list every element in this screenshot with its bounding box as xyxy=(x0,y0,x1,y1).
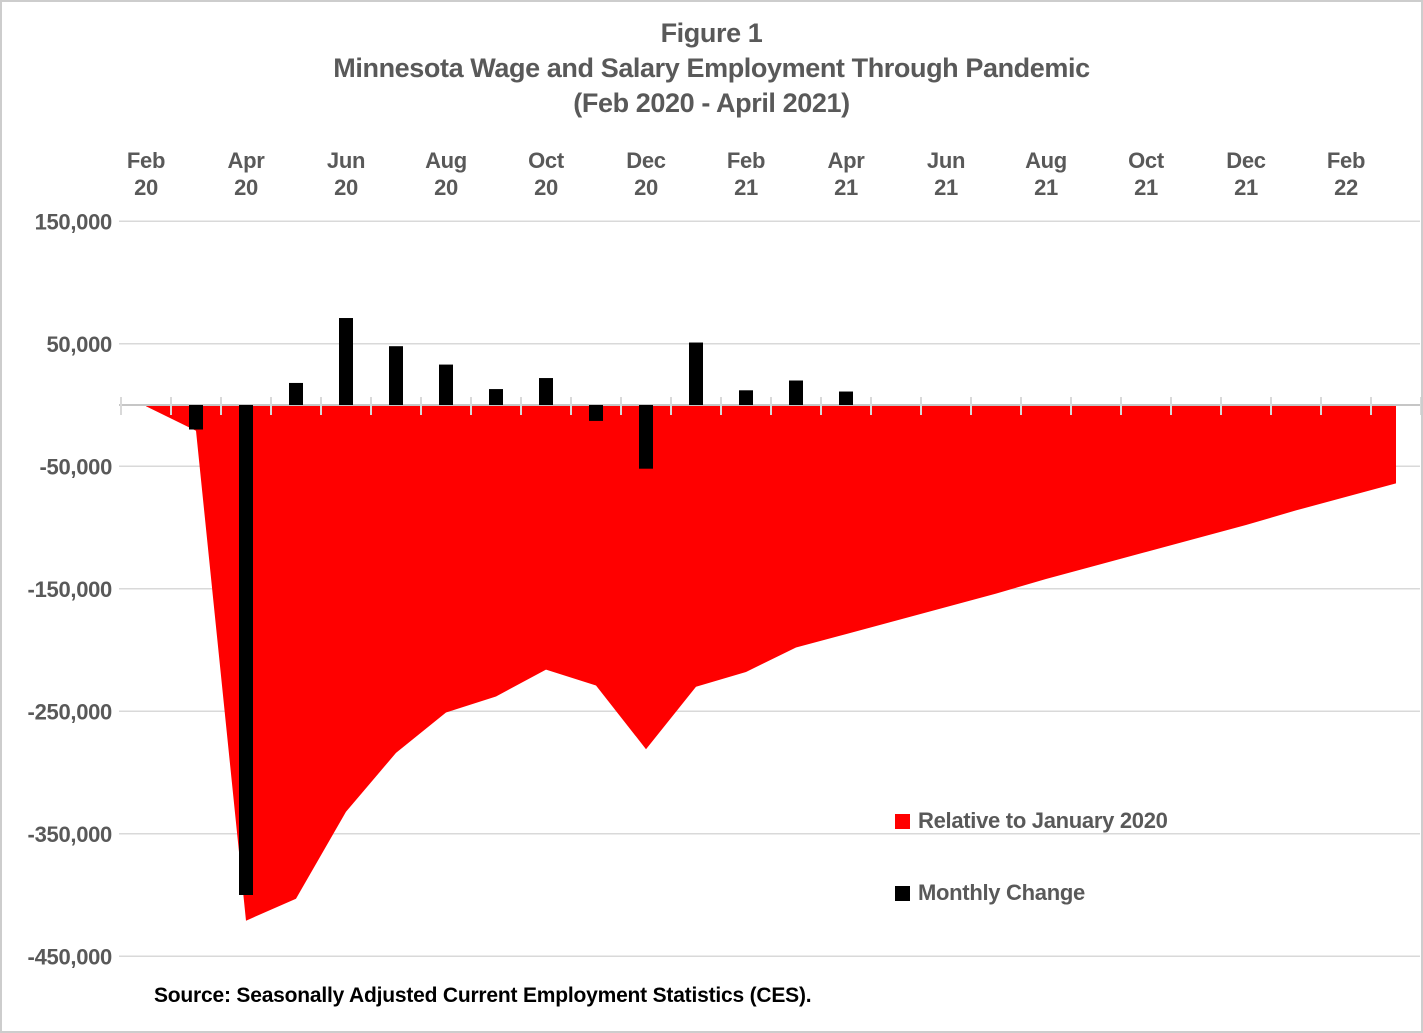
y-axis-label: -50,000 xyxy=(39,454,112,479)
x-axis-label-year: 20 xyxy=(334,175,358,200)
monthly-change-bar xyxy=(639,405,653,469)
x-axis-label-year: 21 xyxy=(734,175,758,200)
x-axis-label-month: Oct xyxy=(1128,148,1165,173)
figure-number: Figure 1 xyxy=(660,18,763,48)
x-axis-label-month: Feb xyxy=(127,148,165,173)
monthly-change-bar xyxy=(789,380,803,405)
x-axis-label-month: Aug xyxy=(1025,148,1067,173)
y-axis-label: -450,000 xyxy=(28,944,113,969)
x-axis-label-year: 20 xyxy=(234,175,258,200)
monthly-change-bar xyxy=(539,378,553,405)
y-axis-label: 50,000 xyxy=(47,332,113,357)
x-axis-label-year: 20 xyxy=(134,175,158,200)
chart-title-block: Figure 1 Minnesota Wage and Salary Emplo… xyxy=(2,16,1421,121)
x-axis-label-year: 21 xyxy=(1134,175,1158,200)
monthly-change-bar xyxy=(439,364,453,405)
x-axis-label-year: 21 xyxy=(1234,175,1258,200)
y-axis-label: 150,000 xyxy=(35,209,112,234)
monthly-change-bar xyxy=(489,389,503,405)
monthly-change-bar xyxy=(189,405,203,430)
source-note: Source: Seasonally Adjusted Current Empl… xyxy=(154,984,812,1007)
monthly-change-bar xyxy=(289,382,303,405)
legend-label-relative: Relative to January 2020 xyxy=(918,808,1168,833)
x-axis-label-month: Aug xyxy=(425,148,467,173)
black-bar-swatch-icon xyxy=(895,885,910,901)
monthly-change-bar xyxy=(739,390,753,405)
monthly-change-bar xyxy=(689,342,703,405)
y-axis-label: -350,000 xyxy=(28,822,113,847)
legend-item-monthly-change: Monthly Change xyxy=(895,880,1085,906)
y-axis-label: -250,000 xyxy=(28,699,113,724)
x-axis-label-month: Jun xyxy=(927,148,965,173)
red-area-swatch-icon xyxy=(895,813,910,829)
x-axis-label-year: 20 xyxy=(534,175,558,200)
x-axis-label-year: 21 xyxy=(1034,175,1058,200)
monthly-change-bar xyxy=(839,391,853,405)
monthly-change-bar xyxy=(339,318,353,405)
x-axis-label-month: Oct xyxy=(528,148,565,173)
x-axis-label-year: 21 xyxy=(934,175,958,200)
x-axis-label-month: Feb xyxy=(727,148,765,173)
monthly-change-bar xyxy=(589,405,603,421)
legend-item-relative-to-january-2020: Relative to January 2020 xyxy=(895,808,1168,834)
monthly-change-bar xyxy=(389,346,403,405)
x-axis-label-month: Feb xyxy=(1327,148,1365,173)
x-axis-label-year: 22 xyxy=(1334,175,1358,200)
x-axis-label-year: 20 xyxy=(634,175,658,200)
x-axis-label-month: Dec xyxy=(626,148,666,173)
chart-date-range: (Feb 2020 - April 2021) xyxy=(573,88,850,118)
x-axis-label-year: 20 xyxy=(434,175,458,200)
legend-label-monthly-change: Monthly Change xyxy=(918,880,1085,905)
x-axis-label-month: Jun xyxy=(327,148,365,173)
relative-to-january-2020-area xyxy=(146,405,1396,921)
x-axis-label-year: 21 xyxy=(834,175,858,200)
x-axis-label-month: Dec xyxy=(1226,148,1266,173)
x-axis-label-month: Apr xyxy=(228,148,266,173)
monthly-change-bar xyxy=(239,405,253,895)
x-axis-label-month: Apr xyxy=(828,148,866,173)
y-axis-label: -150,000 xyxy=(28,577,113,602)
chart-title: Minnesota Wage and Salary Employment Thr… xyxy=(333,53,1090,83)
